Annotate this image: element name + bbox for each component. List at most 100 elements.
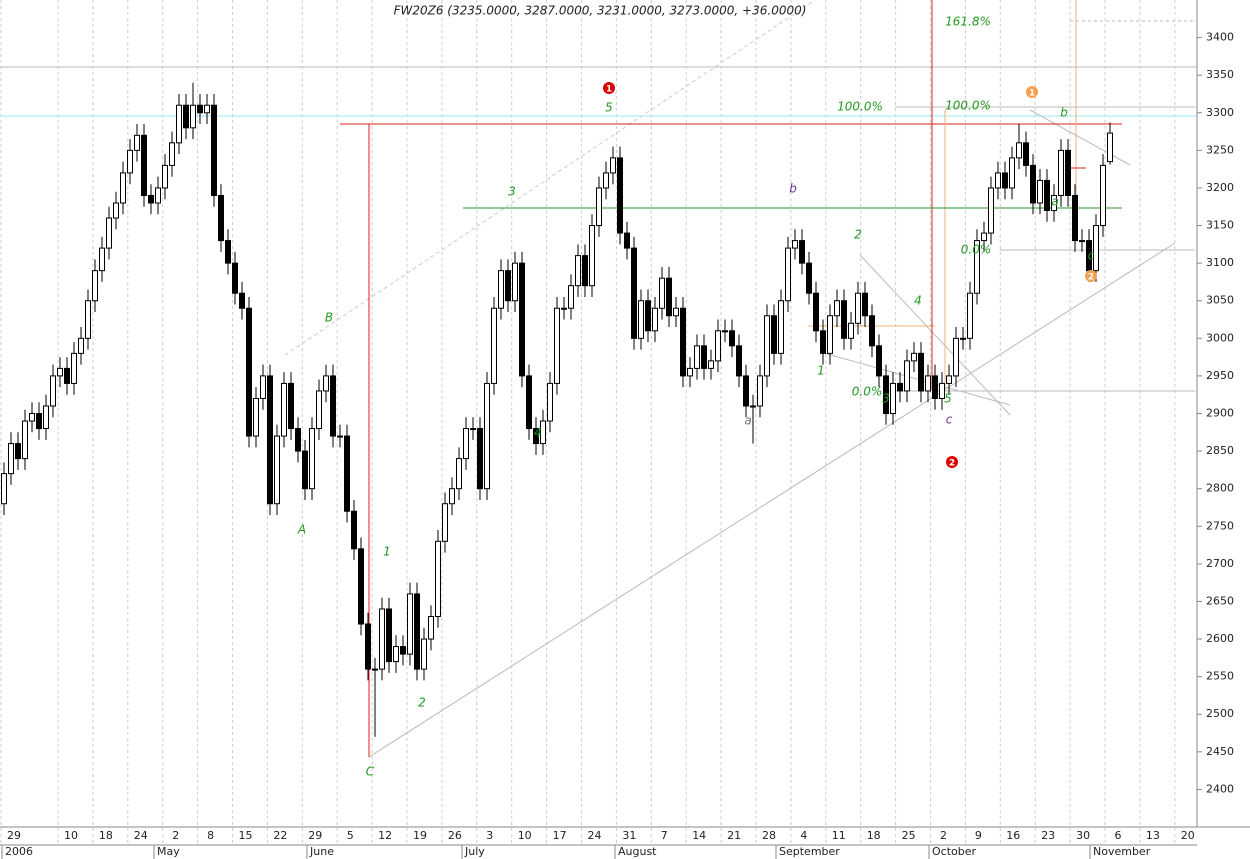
- candle-body: [1072, 194, 1078, 242]
- candle-body: [876, 345, 882, 377]
- candle-body: [36, 413, 42, 430]
- x-week-label: 18: [99, 829, 113, 842]
- candle-body: [288, 382, 294, 430]
- candle-body: [547, 382, 553, 422]
- candle-body: [925, 375, 931, 392]
- candle-body: [932, 375, 938, 399]
- candle-body: [834, 300, 840, 317]
- x-week-label: 10: [518, 829, 532, 842]
- candle-body: [491, 307, 497, 384]
- candle-body: [64, 367, 70, 384]
- candle-body: [890, 382, 896, 415]
- candle-body: [1, 473, 7, 505]
- y-tick-label: 3200: [1206, 181, 1234, 194]
- candle-body: [183, 104, 189, 129]
- wave-label: 0.0%: [961, 243, 992, 257]
- candle-body: [988, 187, 994, 234]
- x-month-label: June: [309, 845, 334, 858]
- x-month-label: November: [1093, 845, 1151, 858]
- candle-body: [78, 337, 84, 354]
- wave-label: 1: [817, 364, 825, 378]
- candle-body: [904, 360, 910, 392]
- candle-body: [498, 270, 504, 309]
- candle-body: [113, 202, 119, 219]
- x-week-label: 22: [273, 829, 287, 842]
- wave-marker: [1085, 270, 1097, 282]
- candle-body: [190, 104, 196, 129]
- candle-body: [365, 623, 371, 670]
- candle-body: [120, 172, 126, 204]
- candle-body: [883, 375, 889, 414]
- wave-marker: [603, 82, 615, 94]
- candle-body: [589, 225, 595, 287]
- candle-body: [323, 375, 329, 392]
- x-month-label: July: [464, 845, 485, 858]
- candle-body: [372, 668, 378, 671]
- candle-body: [953, 337, 959, 377]
- candle-body: [554, 307, 560, 384]
- x-month-label: August: [618, 845, 657, 858]
- candle-body: [1065, 149, 1071, 196]
- x-week-label: 30: [1076, 829, 1090, 842]
- candle-body: [302, 450, 308, 490]
- x-week-label: 29: [7, 829, 21, 842]
- candle-body: [470, 428, 476, 431]
- x-week-label: 21: [727, 829, 741, 842]
- y-tick-label: 2950: [1206, 369, 1234, 382]
- candle-body: [855, 292, 861, 324]
- candle-body: [253, 397, 259, 437]
- candle-body: [519, 262, 525, 377]
- wave-label: 161.8%: [945, 15, 991, 29]
- candle-body: [281, 382, 287, 437]
- candle-body: [344, 435, 350, 512]
- candle-body: [211, 104, 217, 196]
- candle-body: [946, 375, 952, 384]
- wave-marker-label: 2: [1088, 273, 1094, 283]
- wave-marker: [1026, 86, 1038, 98]
- x-month-label: October: [932, 845, 976, 858]
- candle-body: [127, 149, 133, 174]
- candle-body: [386, 608, 392, 663]
- candle-body: [232, 262, 238, 294]
- y-tick-label: 2400: [1206, 782, 1234, 795]
- x-month-label: May: [157, 845, 180, 858]
- candle-body: [967, 292, 973, 339]
- wave-label: c: [1088, 249, 1095, 263]
- candle-body: [575, 255, 581, 287]
- x-week-label: 4: [800, 829, 807, 842]
- candle-body: [274, 435, 280, 505]
- wave-label: b: [1060, 106, 1068, 120]
- candle-body: [673, 307, 679, 317]
- x-week-label: 5: [347, 829, 354, 842]
- candle-body: [806, 262, 812, 294]
- candle-body: [1002, 172, 1008, 189]
- candle-body: [603, 172, 609, 189]
- y-tick-label: 2750: [1206, 519, 1234, 532]
- candle-body: [645, 300, 651, 332]
- candle-body: [456, 458, 462, 490]
- candle-body: [393, 646, 399, 663]
- candle-body: [8, 443, 14, 475]
- y-tick-label: 2850: [1206, 444, 1234, 457]
- wave-label: 5: [944, 392, 952, 406]
- candle-body: [785, 247, 791, 302]
- x-week-label: 24: [588, 829, 602, 842]
- x-week-label: 17: [553, 829, 567, 842]
- candle-body: [1079, 240, 1085, 243]
- candle-body: [827, 315, 833, 354]
- wave-label: b: [789, 182, 797, 196]
- candle-body: [225, 240, 231, 264]
- candle-body: [1009, 157, 1015, 189]
- candle-body: [736, 345, 742, 377]
- candle-body: [1016, 142, 1022, 159]
- candle-body: [799, 240, 805, 264]
- candle-body: [680, 307, 686, 377]
- candle-body: [50, 375, 56, 407]
- candle-body: [477, 428, 483, 490]
- candle-body: [715, 330, 721, 362]
- candle-body: [1030, 164, 1036, 204]
- y-tick-label: 3150: [1206, 219, 1234, 232]
- wave-label: C: [366, 765, 375, 779]
- wave-marker-label: 1: [606, 85, 612, 95]
- candle-body: [1051, 194, 1057, 212]
